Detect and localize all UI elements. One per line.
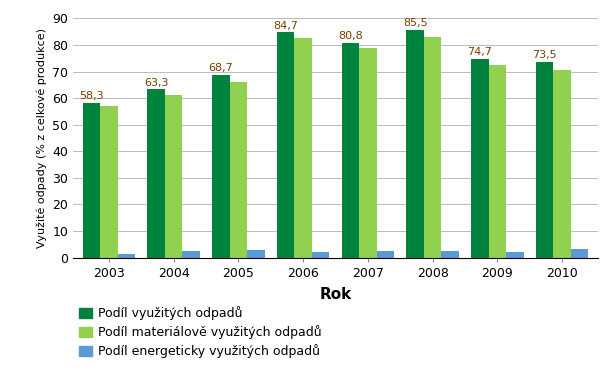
Text: 80,8: 80,8 bbox=[338, 31, 363, 41]
Bar bbox=[553, 70, 571, 258]
Bar bbox=[82, 103, 100, 258]
Bar bbox=[247, 251, 265, 258]
Bar bbox=[342, 43, 359, 258]
Bar bbox=[165, 95, 182, 258]
Bar bbox=[295, 38, 312, 258]
Bar bbox=[489, 65, 506, 258]
Bar bbox=[506, 252, 523, 258]
Text: 84,7: 84,7 bbox=[273, 21, 298, 31]
Text: 68,7: 68,7 bbox=[209, 63, 233, 73]
Y-axis label: Využité odpady (% z celkové produkce): Využité odpady (% z celkové produkce) bbox=[36, 28, 47, 248]
Bar bbox=[424, 37, 442, 258]
Bar bbox=[229, 82, 247, 258]
Legend: Podíl využitých odpadů, Podíl materiálově využitých odpadů, Podíl energeticky vy: Podíl využitých odpadů, Podíl materiálov… bbox=[79, 306, 322, 358]
Bar bbox=[536, 62, 553, 258]
Bar bbox=[312, 252, 329, 258]
Bar bbox=[571, 249, 589, 258]
Bar bbox=[100, 106, 118, 258]
Bar bbox=[118, 254, 135, 258]
Text: 85,5: 85,5 bbox=[403, 18, 428, 28]
Bar bbox=[182, 251, 200, 258]
Bar bbox=[212, 75, 229, 258]
X-axis label: Rok: Rok bbox=[320, 287, 351, 301]
Bar bbox=[148, 89, 165, 258]
Bar bbox=[376, 251, 394, 258]
Bar bbox=[277, 32, 295, 258]
Bar bbox=[442, 251, 459, 258]
Bar bbox=[471, 59, 489, 258]
Text: 58,3: 58,3 bbox=[79, 91, 104, 101]
Text: 73,5: 73,5 bbox=[533, 50, 557, 60]
Bar bbox=[406, 31, 424, 258]
Text: 63,3: 63,3 bbox=[144, 78, 168, 88]
Bar bbox=[359, 47, 376, 258]
Text: 74,7: 74,7 bbox=[467, 47, 492, 57]
